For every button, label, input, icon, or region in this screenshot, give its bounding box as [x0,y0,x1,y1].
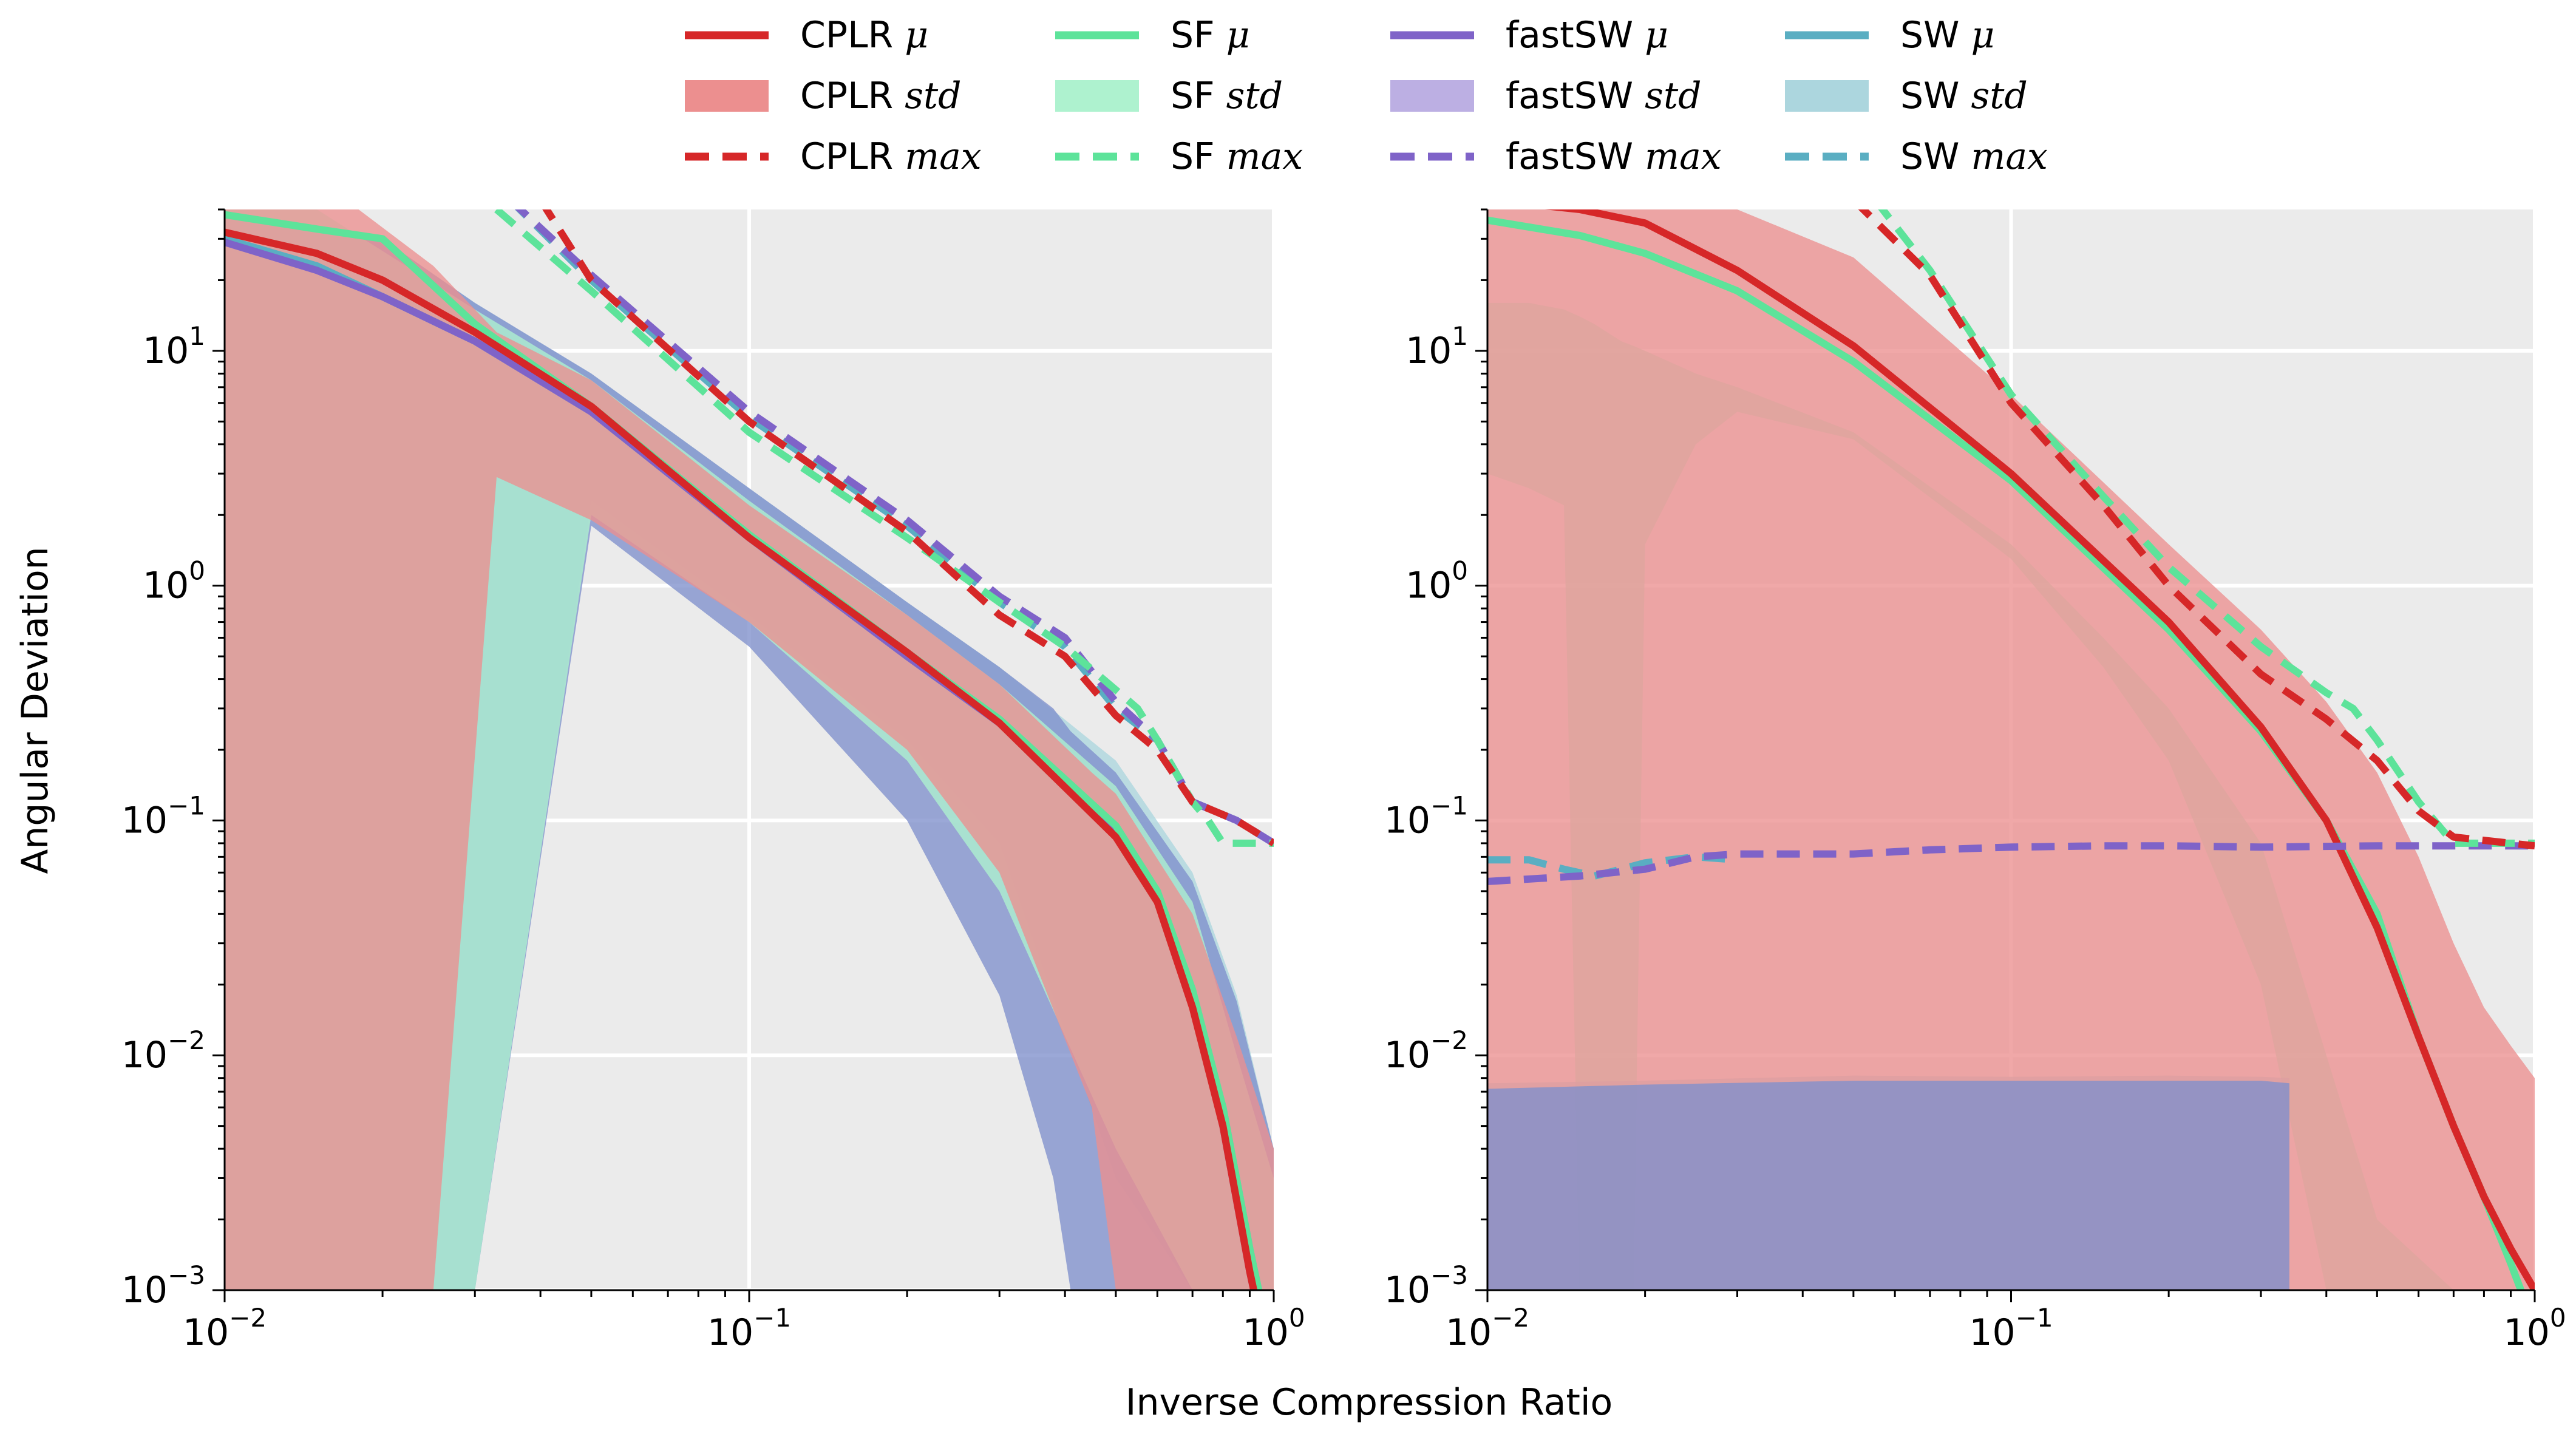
right-y-tick-label: 10−2 [1384,1025,1468,1076]
legend-sf-std-label: SF std [1171,75,1283,117]
legend-sw-std-label: SW std [1900,75,2028,117]
left-minor-ticks [218,208,1251,1297]
left-y-tick-label: 10−2 [121,1025,205,1076]
x-axis-label: Inverse Compression Ratio [1126,1381,1613,1424]
legend-fastsw-max-label: fastSW max [1506,135,1722,178]
legend-sw-std-swatch [1785,80,1869,112]
left-x-tick-label: 100 [1242,1303,1305,1354]
legend-fastsw-std-swatch [1390,80,1474,112]
left-x-tick-label: 10−2 [183,1303,267,1354]
left-y-tick-label: 100 [143,556,205,607]
right-y-tick-label: 10−1 [1384,790,1468,841]
left-series [225,209,1274,1290]
right-series-cplr-max [1858,209,2535,850]
right-series-fastsw-std [1487,1081,2289,1290]
legend-sw-max: SW max [1785,135,2048,178]
legend-sf-max: SF max [1055,135,1303,178]
legend-cplr-std: CPLR std [685,75,962,117]
legend-fastsw-std: fastSW std [1390,75,1701,117]
legend-cplr-max: CPLR max [685,135,982,178]
left-series-cplr-std [225,209,1274,1290]
legend-sf-mu: SF μ [1055,14,1250,56]
right-y-tick-label: 101 [1405,321,1468,372]
left-y-tick-label: 10−1 [121,790,205,841]
left-y-tick-label: 101 [143,321,205,372]
right-minor-ticks [1481,208,2512,1297]
right-series-cplr-mu [1545,209,2535,1290]
legend-fastsw-mu: fastSW μ [1390,14,1668,56]
legend-fastsw-mu-label: fastSW μ [1506,14,1668,56]
right-series-sf-max [1878,209,2535,847]
right-series-fastsw-max [1487,842,2535,885]
right-x-tick-label: 100 [2503,1303,2566,1354]
legend: CPLR μ CPLR std CPLR max SF μ SF std SF max fa… [685,14,2048,178]
legend-fastsw-max: fastSW max [1390,135,1722,178]
left-series-sf-max [494,209,1274,847]
legend-cplr-max-label: CPLR max [800,135,982,178]
legend-sf-std-swatch [1055,80,1139,112]
left-series-cplr-max [542,209,1274,847]
left-x-tick-label: 10−1 [707,1303,791,1354]
legend-cplr-mu: CPLR μ [685,14,928,56]
right-y-tick-label: 10−3 [1384,1260,1468,1311]
left-y-tick-label: 10−3 [121,1260,205,1311]
legend-fastsw-std-label: fastSW std [1506,75,1701,117]
left-series-cplr-mu [225,228,1258,1290]
legend-cplr-std-label: CPLR std [800,75,962,117]
right-series-cplr-std [1487,209,2535,1290]
legend-sw-std: SW std [1785,75,2028,117]
right-y-tick-label: 100 [1405,556,1468,607]
legend-sw-mu: SW μ [1785,14,1994,56]
legend-cplr-std-swatch [685,80,769,112]
legend-sw-mu-label: SW μ [1900,14,1994,56]
legend-sw-max-label: SW max [1900,135,2048,178]
legend-sf-max-label: SF max [1171,135,1303,178]
legend-cplr-mu-label: CPLR μ [800,14,928,56]
legend-sf-mu-label: SF μ [1171,14,1250,56]
left-series-fastsw-max [515,209,1274,847]
y-axis-label: Angular Deviation [14,546,56,874]
right-x-tick-label: 10−2 [1446,1303,1529,1354]
legend-sf-std: SF std [1055,75,1283,117]
right-series [1487,209,2535,1290]
right-x-tick-label: 10−1 [1969,1303,2053,1354]
